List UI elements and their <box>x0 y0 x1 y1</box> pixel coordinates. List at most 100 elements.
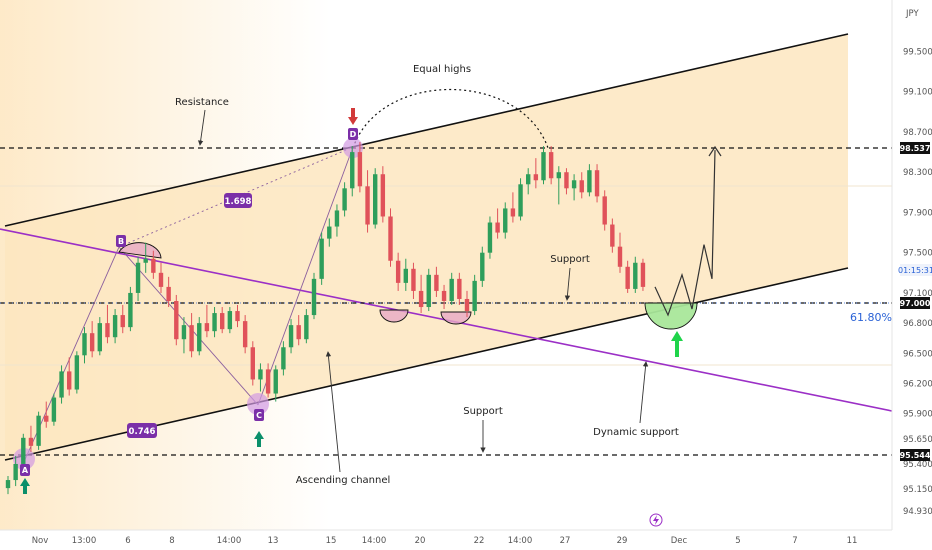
time-tick-label: 14:00 <box>508 536 533 546</box>
price-tick-label: 97.100 <box>903 289 932 299</box>
candle <box>250 341 255 386</box>
candle <box>342 182 347 217</box>
svg-text:97.000: 97.000 <box>900 299 931 308</box>
price-tick-label: 98.700 <box>903 128 932 138</box>
candle <box>457 272 462 306</box>
resistance-price-tag: 98.537 <box>900 142 931 154</box>
candle <box>579 172 584 199</box>
candle <box>288 319 294 354</box>
dynamic-support-label: Dynamic support <box>593 427 679 438</box>
candlestick-series <box>5 142 646 495</box>
candle <box>166 276 171 308</box>
candle <box>395 252 401 291</box>
equal-highs-arc <box>352 88 549 149</box>
time-axis[interactable]: Nov 13:00 6 8 14:00 13 15 14:00 20 22 14:00 27 29 Dec… <box>0 513 892 550</box>
time-tick-label: 14:00 <box>362 536 387 546</box>
ratio-badge-lower: 0.746 <box>127 423 157 438</box>
candle <box>617 232 623 273</box>
candle <box>21 433 26 468</box>
candle <box>128 286 133 332</box>
price-tick-label: 95.150 <box>903 485 932 495</box>
price-axis[interactable]: JPY 99.500 99.100 98.700 98.300 97.900 97.500… <box>891 0 932 550</box>
candle <box>82 327 87 364</box>
candle <box>594 164 600 203</box>
candle <box>281 341 286 376</box>
candle <box>296 315 301 346</box>
candle <box>441 284 447 310</box>
candle <box>28 425 34 452</box>
time-tick-label: 13:00 <box>72 536 97 546</box>
price-tick-label: 99.500 <box>903 48 932 58</box>
candle <box>135 256 141 301</box>
price-tick-label: 96.500 <box>903 349 932 359</box>
candle <box>197 317 202 356</box>
candle <box>564 168 569 195</box>
time-tick-label: 5 <box>735 536 740 546</box>
equal-highs-label: Equal highs <box>413 64 471 75</box>
time-tick-label: 29 <box>617 536 628 546</box>
price-tick-label: 95.650 <box>903 435 932 445</box>
candle <box>495 208 500 239</box>
dynamic-support-pointer <box>639 361 649 424</box>
candle <box>464 290 470 318</box>
support-low-label: Support <box>463 406 503 417</box>
time-tick-label: Dec <box>671 536 688 546</box>
ratio-badge-upper: 1.698 <box>224 193 252 208</box>
ascending-channel-pointer <box>325 351 341 473</box>
candle <box>36 411 41 450</box>
price-tick-label: 97.500 <box>903 249 932 259</box>
time-tick-label: 20 <box>415 536 426 546</box>
events-icon[interactable] <box>649 513 663 527</box>
candle <box>89 321 95 358</box>
candle <box>510 192 516 223</box>
candle <box>220 307 225 334</box>
channel-upper-line <box>4 33 849 227</box>
ascending-channel-fill <box>5 34 848 460</box>
candle <box>59 365 64 404</box>
support-mid-label: Support <box>550 254 590 265</box>
price-tick-label: 97.900 <box>903 208 932 218</box>
arrow-up-green-icon <box>671 331 683 357</box>
candle <box>112 309 118 344</box>
candle <box>265 363 271 398</box>
candle <box>472 274 477 316</box>
time-tick-label: 15 <box>326 536 337 546</box>
svg-text:A: A <box>22 466 29 475</box>
candle <box>258 363 263 392</box>
svg-text:95.544: 95.544 <box>900 451 931 460</box>
point-c-badge: C <box>254 409 264 421</box>
candle <box>189 313 194 358</box>
candle <box>327 218 332 247</box>
candle <box>526 168 531 195</box>
candle <box>373 168 378 229</box>
time-tick-label: 27 <box>560 536 571 546</box>
point-a-badge: A <box>20 464 30 476</box>
support-price-tag: 95.544 <box>900 449 931 461</box>
resistance-pointer <box>197 109 206 146</box>
svg-text:0.746: 0.746 <box>129 427 156 437</box>
candle <box>388 208 393 267</box>
candle <box>304 309 309 344</box>
time-tick-label: 11 <box>847 536 858 546</box>
candle <box>151 250 156 279</box>
currency-label: JPY <box>905 9 919 19</box>
candle <box>480 246 485 287</box>
candle <box>174 294 179 346</box>
candle <box>571 174 577 201</box>
candle <box>67 357 72 396</box>
candle <box>602 190 607 231</box>
price-tick-label: 99.100 <box>903 88 932 98</box>
candle <box>212 307 217 338</box>
candle <box>204 305 210 338</box>
candle <box>556 166 561 205</box>
projection-path <box>654 150 716 317</box>
candle <box>143 242 148 273</box>
svg-text:98.537: 98.537 <box>900 144 931 153</box>
price-tick-label: 95.900 <box>903 410 932 420</box>
candle <box>319 232 324 285</box>
candle <box>13 455 18 487</box>
candle <box>434 266 439 297</box>
candle <box>105 305 110 344</box>
candle <box>426 268 431 312</box>
